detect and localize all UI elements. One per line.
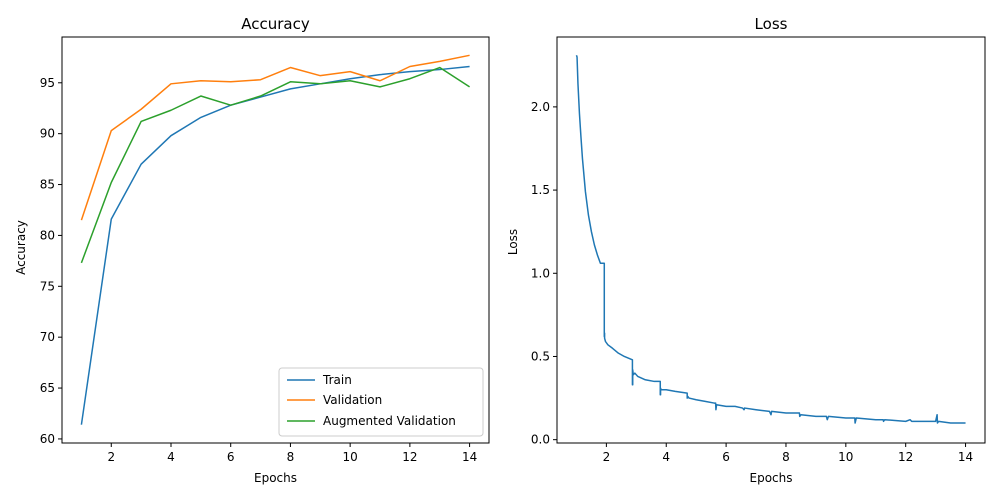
accuracy-plot-area: 2 4 6 8 10 12 14 60 65 70 75 80 85 90 95 [40,36,490,464]
accuracy-y-tick-label: 90 [40,127,55,141]
legend-label-augmented-validation: Augmented Validation [323,414,456,428]
loss-x-tick-label: 14 [958,450,973,464]
loss-title: Loss [755,15,788,33]
accuracy-x-tick-label: 2 [107,450,115,464]
accuracy-x-tick-label: 4 [167,450,175,464]
loss-y-tick-label: 2.0 [531,100,550,114]
loss-y-label: Loss [506,229,520,255]
loss-series-line [575,55,966,424]
accuracy-y-tick-label: 60 [40,432,55,446]
accuracy-axes-frame [61,36,490,444]
accuracy-x-tick-label: 14 [462,450,477,464]
accuracy-y-tick-label: 85 [40,178,55,192]
loss-y-tick-label: 0.0 [531,433,550,447]
accuracy-y-tick-label: 70 [40,330,55,344]
augmented-validation-series-line [80,66,470,264]
accuracy-y-tick-label: 65 [40,381,55,395]
loss-axes-frame [556,36,986,444]
validation-series-line [80,54,470,221]
loss-y-tick-label: 1.5 [531,183,550,197]
loss-x-tick-label: 12 [898,450,913,464]
loss-x-label: Epochs [750,471,793,485]
loss-plot-area: 2 4 6 8 10 12 14 0.0 0.5 1.0 1.5 2.0 [531,36,986,464]
accuracy-x-label: Epochs [254,471,297,485]
accuracy-panel: Accuracy Epochs Accuracy 2 4 6 8 10 12 14 60 65 7… [14,15,490,485]
accuracy-x-tick-label: 10 [343,450,358,464]
loss-y-tick-label: 0.5 [531,349,550,363]
accuracy-y-tick-label: 80 [40,228,55,242]
loss-x-tick-label: 10 [838,450,853,464]
loss-x-tick-label: 2 [603,450,611,464]
accuracy-y-label: Accuracy [14,220,28,275]
loss-x-tick-label: 6 [722,450,730,464]
accuracy-y-tick-label: 75 [40,279,55,293]
accuracy-title: Accuracy [241,15,310,33]
loss-x-tick-label: 8 [782,450,790,464]
legend-label-train: Train [322,373,352,387]
accuracy-y-tick-label: 95 [40,76,55,90]
accuracy-x-tick-label: 12 [402,450,417,464]
legend-box [278,367,484,437]
loss-panel: Loss Epochs Loss 2 4 6 8 10 12 140.00.51.01.52… [506,15,986,485]
accuracy-x-tick-label: 6 [227,450,235,464]
accuracy-legend: Train Validation Augmented Validation [278,367,484,437]
loss-y-tick-label: 1.0 [531,266,550,280]
legend-label-validation: Validation [323,393,382,407]
train-series-line [80,65,470,425]
accuracy-x-tick-label: 8 [287,450,295,464]
loss-x-tick-label: 4 [662,450,670,464]
